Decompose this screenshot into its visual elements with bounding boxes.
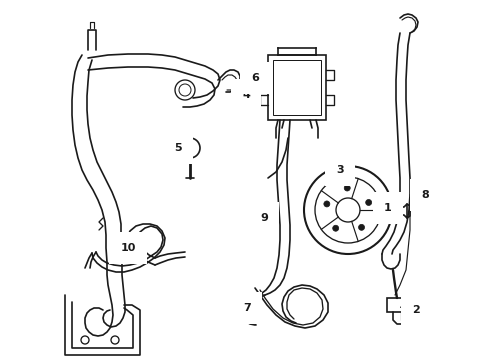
Circle shape <box>332 225 338 231</box>
Circle shape <box>344 185 349 191</box>
Text: 1: 1 <box>378 203 391 213</box>
Text: 9: 9 <box>260 213 272 223</box>
Text: 7: 7 <box>243 302 254 313</box>
Text: 4: 4 <box>242 90 251 100</box>
Text: 5: 5 <box>174 143 188 153</box>
Circle shape <box>358 224 364 230</box>
Text: 2: 2 <box>400 305 419 315</box>
Bar <box>272 60 320 115</box>
Text: 6: 6 <box>246 73 259 84</box>
Bar <box>267 55 325 120</box>
Text: 3: 3 <box>336 165 344 179</box>
Text: 8: 8 <box>409 190 428 200</box>
Bar <box>386 298 404 312</box>
Circle shape <box>323 201 329 207</box>
Circle shape <box>365 199 371 206</box>
Text: 10: 10 <box>120 243 135 253</box>
